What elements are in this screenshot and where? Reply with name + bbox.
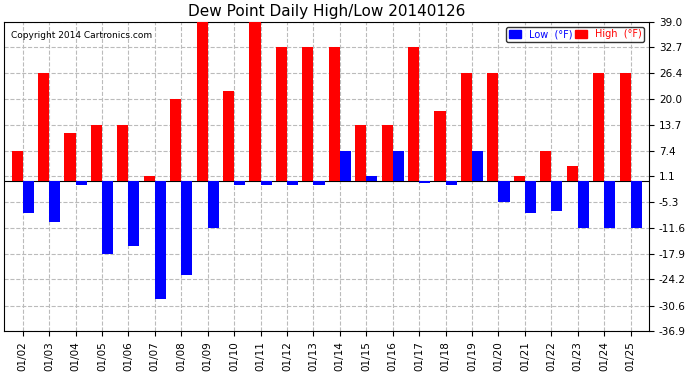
Text: Copyright 2014 Cartronics.com: Copyright 2014 Cartronics.com	[10, 31, 152, 40]
Bar	[117, 125, 128, 181]
Bar	[38, 73, 49, 181]
Bar	[382, 125, 393, 181]
Bar	[287, 181, 298, 185]
Bar	[223, 91, 234, 181]
Bar	[64, 134, 75, 181]
Bar	[593, 73, 604, 181]
Bar	[23, 181, 34, 213]
Bar	[170, 99, 181, 181]
Bar	[540, 151, 551, 181]
Bar	[181, 181, 193, 274]
Bar	[234, 181, 245, 185]
Bar	[197, 22, 208, 181]
Bar	[514, 176, 525, 181]
Bar	[435, 111, 446, 181]
Bar	[155, 181, 166, 299]
Bar	[49, 181, 60, 222]
Bar	[408, 47, 419, 181]
Bar	[620, 73, 631, 181]
Bar	[328, 47, 340, 181]
Title: Dew Point Daily High/Low 20140126: Dew Point Daily High/Low 20140126	[188, 4, 465, 19]
Bar	[525, 181, 536, 213]
Bar	[551, 181, 562, 211]
Bar	[578, 181, 589, 228]
Bar	[419, 181, 431, 183]
Bar	[144, 176, 155, 181]
Bar	[302, 47, 313, 181]
Bar	[631, 181, 642, 228]
Bar	[461, 73, 472, 181]
Bar	[128, 181, 139, 246]
Bar	[313, 181, 324, 185]
Bar	[566, 166, 578, 181]
Bar	[12, 151, 23, 181]
Bar	[487, 73, 498, 181]
Bar	[75, 181, 87, 185]
Bar	[355, 125, 366, 181]
Bar	[261, 181, 272, 185]
Bar	[498, 181, 509, 203]
Bar	[393, 151, 404, 181]
Bar	[91, 125, 102, 181]
Bar	[208, 181, 219, 228]
Bar	[472, 151, 483, 181]
Legend: Low  (°F), High  (°F): Low (°F), High (°F)	[506, 27, 644, 42]
Bar	[340, 151, 351, 181]
Bar	[366, 176, 377, 181]
Bar	[250, 22, 261, 181]
Bar	[604, 181, 615, 228]
Bar	[102, 181, 113, 254]
Bar	[446, 181, 457, 185]
Bar	[276, 47, 287, 181]
